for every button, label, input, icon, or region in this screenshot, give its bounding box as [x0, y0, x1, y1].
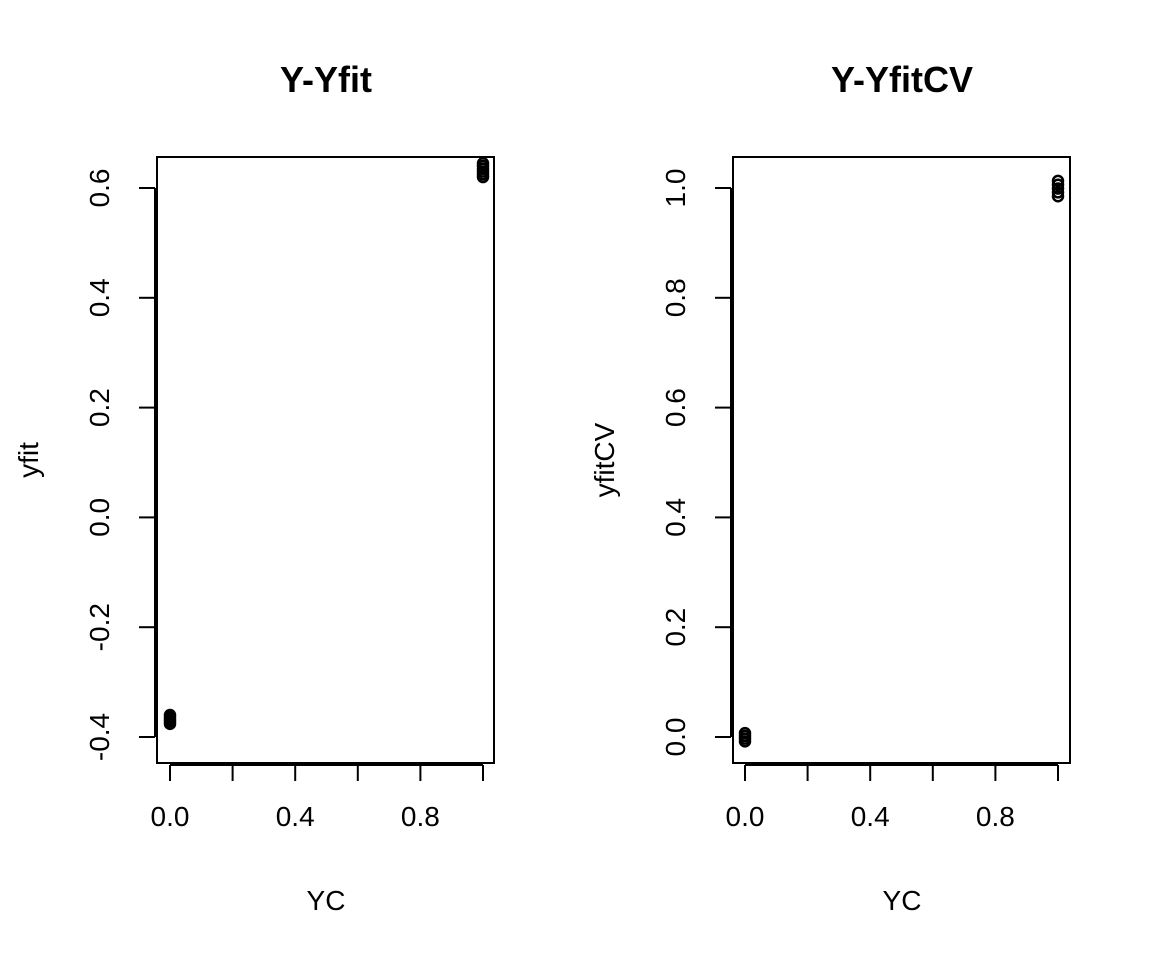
y-tick-label: 0.6 — [660, 388, 691, 427]
data-point — [1051, 182, 1065, 195]
data-point — [738, 726, 752, 740]
data-point — [1051, 186, 1065, 199]
data-point — [163, 708, 177, 722]
y-tick-label: 0.2 — [84, 388, 115, 427]
data-points — [163, 157, 490, 731]
data-point — [1051, 174, 1065, 188]
data-point — [1051, 178, 1065, 191]
chart-panel-y-yfitcv: Y-YfitCV YC yfitCV 0.0 0.4 0.8 0.00.20.40.… — [589, 59, 1071, 916]
y-axis: 0.0 0.2 0.4 0.6 0.8 1.0 — [660, 169, 732, 757]
x-tick-label: 0.4 — [851, 801, 890, 832]
y-axis-label: yfit — [13, 442, 44, 478]
y-tick-label: 0.0 — [660, 718, 691, 757]
chart-title: Y-Yfit — [280, 59, 372, 100]
x-tick-label: 0.0 — [151, 801, 190, 832]
y-tick-label: 0.6 — [84, 169, 115, 208]
x-axis-label: YC — [883, 885, 922, 916]
data-point — [476, 157, 490, 170]
chart-title: Y-YfitCV — [831, 59, 973, 100]
y-tick-label: -0.4 — [84, 713, 115, 761]
chart-panel-y-yfit: Y-Yfit YC yfit 0.0 0.4 0.8 -0.4 -0.2 0.0 0.2 0… — [13, 59, 495, 916]
x-axis-label: YC — [307, 885, 346, 916]
y-tick-label: 0.0 — [84, 498, 115, 537]
x-axis: 0.0 0.4 0.8 — [151, 764, 484, 832]
data-point — [1051, 189, 1065, 203]
plot-frame — [732, 156, 1071, 764]
y-axis-label: yfitCV — [589, 422, 620, 497]
y-tick-label: 0.4 — [660, 498, 691, 537]
y-tick-label: -0.2 — [84, 603, 115, 651]
data-points — [738, 174, 1065, 748]
x-tick-label: 0.8 — [401, 801, 440, 832]
x-tick-label: 0.0 — [726, 801, 765, 832]
y-tick-label: 0.4 — [84, 278, 115, 317]
plot-frame — [156, 156, 495, 764]
y-tick-label: 1.0 — [660, 169, 691, 208]
x-axis: 0.0 0.4 0.8 — [726, 764, 1059, 832]
x-tick-label: 0.8 — [976, 801, 1015, 832]
y-tick-label: 0.2 — [660, 608, 691, 647]
x-tick-label: 0.4 — [276, 801, 315, 832]
y-tick-label: 0.8 — [660, 278, 691, 317]
y-axis: -0.4 -0.2 0.0 0.2 0.4 0.6 — [84, 169, 156, 761]
